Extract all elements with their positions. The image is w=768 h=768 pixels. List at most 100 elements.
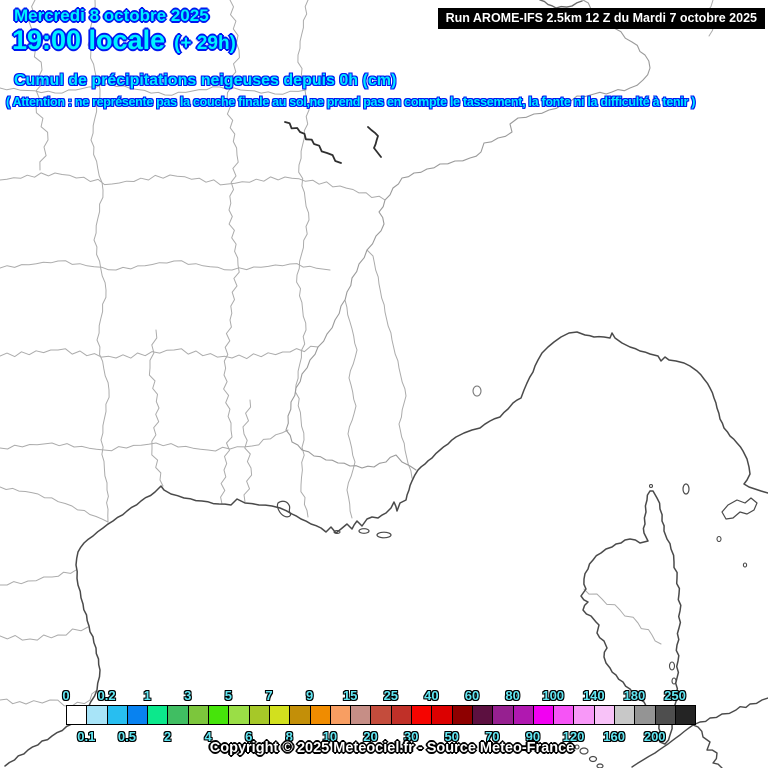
legend-cell	[574, 705, 595, 725]
capraia-island	[682, 483, 690, 495]
legend-label: 5	[224, 688, 233, 703]
legend-label: 1	[143, 688, 151, 703]
legend-cell	[371, 705, 392, 725]
map-title: Cumul de précipitations neigeuses depuis…	[14, 72, 397, 89]
department-border-line	[295, 0, 310, 518]
italy-border-line	[285, 0, 651, 471]
legend-cell	[432, 705, 453, 725]
hyeres-island	[358, 528, 370, 534]
small-islet	[648, 483, 654, 489]
small-islet	[742, 562, 748, 568]
legend-label: 0.2	[97, 688, 116, 703]
department-border-line	[0, 429, 289, 452]
legend-cell	[127, 705, 149, 725]
legend-cell	[391, 705, 413, 725]
legend-cell	[87, 705, 108, 725]
maddalena-island	[588, 755, 598, 763]
legend-label: 0.1	[77, 729, 96, 744]
legend-cell	[330, 705, 352, 725]
legend-label: 60	[464, 688, 480, 703]
corsica-lagoon	[671, 677, 677, 685]
legend-label: 120	[562, 729, 585, 744]
department-border-line	[148, 329, 164, 487]
color-scale-bar	[66, 705, 697, 725]
national-borders	[284, 0, 583, 164]
department-border-line	[0, 689, 98, 707]
small-island	[333, 529, 341, 535]
forecast-date: Mercredi 8 octobre 2025	[14, 6, 209, 25]
legend-cell	[249, 705, 270, 725]
department-border-line	[0, 486, 109, 523]
department-border-line	[87, 0, 110, 523]
small-lake	[472, 385, 482, 397]
legend-cell	[66, 705, 88, 725]
department-border-line	[583, 588, 662, 645]
national-border-segment	[367, 126, 382, 158]
legend-cell	[615, 705, 636, 725]
legend-label: 40	[424, 688, 439, 703]
legend-label: 15	[342, 688, 358, 703]
legend-label: 50	[444, 729, 459, 744]
mainland-coastline	[4, 331, 768, 767]
small-islet	[716, 535, 722, 543]
legend-cell	[107, 705, 128, 725]
department-border-line	[0, 83, 307, 96]
color-scale-legend: 0 0.1 0.2 0.5 1 2 3 4 5 6 7 8 9 10 15 20 25 30 40 50 60 70 80 9…	[62, 688, 706, 746]
etang-de-berre	[276, 500, 292, 518]
legend-cell	[148, 705, 169, 725]
legend-label: 6	[245, 729, 253, 744]
legend-label: 180	[623, 688, 646, 703]
model-run-info: Run AROME-IFS 2.5km 12 Z du Mardi 7 octo…	[437, 8, 765, 29]
department-border-line	[366, 249, 413, 479]
department-border-line	[0, 345, 319, 360]
legend-cell	[269, 705, 291, 725]
department-border-line	[0, 172, 386, 201]
legend-label: 20	[363, 729, 378, 744]
legend-label: 250	[664, 688, 686, 703]
forecast-time-row: 19:00 locale (+ 29h)	[12, 25, 236, 56]
legend-label: 0	[62, 688, 70, 703]
warning-note: ( Attention : ne représente pas la couch…	[6, 95, 696, 109]
maddalena-island	[574, 744, 580, 750]
legend-cell	[655, 705, 676, 725]
legend-label: 0.5	[117, 729, 136, 744]
maddalena-island	[596, 763, 604, 768]
coastline	[4, 331, 768, 768]
legend-label: 200	[643, 729, 666, 744]
sardinia-coastline	[631, 724, 694, 768]
legend-cell	[472, 705, 494, 725]
department-border-line	[0, 626, 89, 641]
legend-cell	[188, 705, 210, 725]
legend-cell	[209, 705, 230, 725]
corsica-lagoon	[668, 661, 676, 671]
legend-label: 4	[204, 729, 212, 744]
legend-cell	[554, 705, 575, 725]
department-borders	[0, 0, 715, 707]
department-border-line	[220, 0, 240, 505]
legend-label: 160	[603, 729, 625, 744]
department-border-line	[27, 0, 49, 171]
forecast-hour-offset: (+ 29h)	[174, 33, 236, 54]
elba-island	[721, 497, 758, 520]
legend-label: 80	[505, 688, 520, 703]
legend-label: 8	[285, 729, 293, 744]
department-border-line	[242, 399, 253, 503]
legend-cell	[351, 705, 372, 725]
legend-cell	[310, 705, 331, 725]
legend-label: 2	[163, 729, 172, 744]
hyeres-island	[376, 531, 392, 539]
legend-cell	[412, 705, 433, 725]
legend-cell	[493, 705, 514, 725]
legend-label: 3	[184, 688, 192, 703]
national-border-segment	[539, 0, 583, 9]
legend-label: 100	[542, 688, 565, 703]
department-border-line	[344, 299, 358, 519]
forecast-local-time: 19:00 locale	[12, 25, 166, 55]
legend-label: 90	[525, 729, 541, 744]
legend-label: 7	[265, 688, 273, 703]
legend-label: 25	[383, 688, 399, 703]
legend-cell	[513, 705, 534, 725]
